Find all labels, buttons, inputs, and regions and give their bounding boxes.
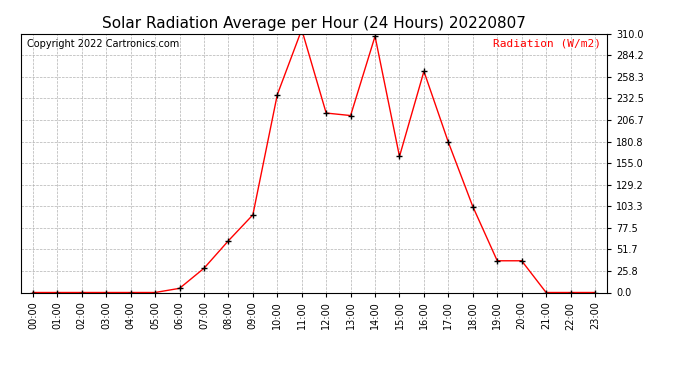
Text: Radiation (W/m2): Radiation (W/m2) <box>493 39 602 49</box>
Title: Solar Radiation Average per Hour (24 Hours) 20220807: Solar Radiation Average per Hour (24 Hou… <box>102 16 526 31</box>
Text: Copyright 2022 Cartronics.com: Copyright 2022 Cartronics.com <box>26 39 179 49</box>
